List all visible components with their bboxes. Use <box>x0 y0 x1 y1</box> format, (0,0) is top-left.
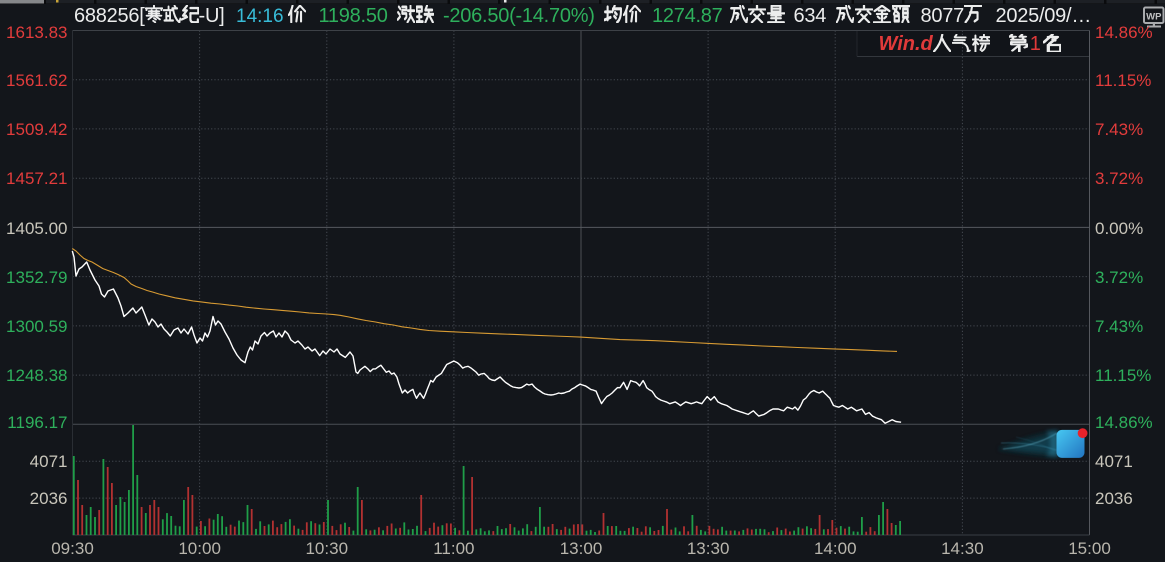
svg-text:WP: WP <box>1146 12 1162 23</box>
